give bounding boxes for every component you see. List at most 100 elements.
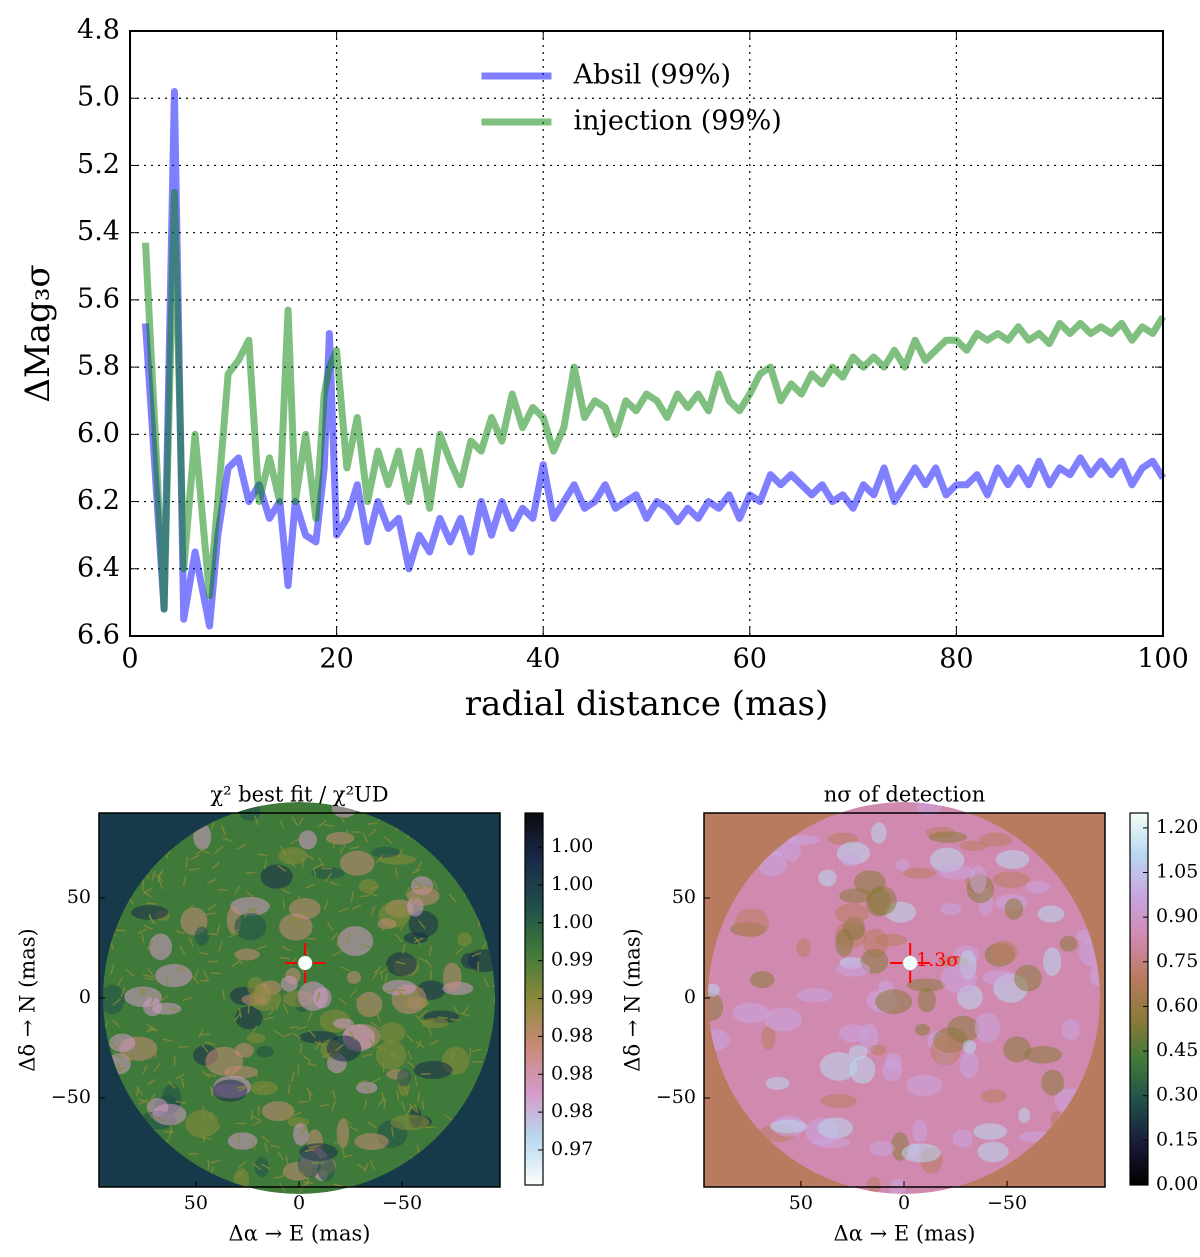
map-blob bbox=[280, 975, 298, 992]
map-blob bbox=[421, 1017, 449, 1029]
map-blob bbox=[337, 926, 374, 957]
map-vector bbox=[368, 892, 378, 898]
map-vector bbox=[117, 1062, 122, 1073]
map-blob bbox=[131, 905, 169, 920]
map-vector bbox=[273, 1029, 283, 1037]
map-vector bbox=[120, 987, 126, 998]
map-vector bbox=[301, 911, 312, 915]
map-vector bbox=[304, 1148, 315, 1153]
y-tick-label: 5.4 bbox=[77, 216, 120, 247]
map-blob bbox=[916, 802, 942, 816]
x-tick-label: 50 bbox=[184, 1192, 208, 1214]
map-vector bbox=[206, 878, 217, 884]
map-vector bbox=[230, 928, 240, 936]
map-vector bbox=[406, 1034, 414, 1043]
map-vector bbox=[417, 1091, 421, 1102]
map-blob bbox=[1014, 964, 1042, 992]
map-blob bbox=[233, 1168, 250, 1192]
map-blob bbox=[256, 1045, 274, 1058]
map-blob bbox=[895, 859, 910, 872]
map-vector bbox=[202, 970, 209, 980]
map-vector bbox=[333, 1183, 344, 1187]
y-tick-label: 5.0 bbox=[77, 82, 120, 113]
map-vector bbox=[377, 1097, 386, 1107]
x-tick-label: 0 bbox=[898, 1192, 910, 1214]
map-vector bbox=[112, 998, 122, 1006]
map-title: χ² best fit / χ²UD bbox=[210, 783, 388, 807]
map-vector bbox=[261, 1163, 271, 1170]
map-blob bbox=[288, 898, 321, 920]
x-tick-label: −50 bbox=[987, 1192, 1027, 1214]
map-vector bbox=[236, 1085, 247, 1089]
map-vector bbox=[395, 960, 406, 965]
map-vector bbox=[341, 1145, 345, 1156]
map-vector bbox=[349, 1125, 359, 1132]
colorbar-tick-label: 0.60 bbox=[1156, 994, 1198, 1016]
map-vector bbox=[366, 1011, 377, 1015]
map-blob bbox=[1059, 935, 1078, 952]
colorbar-tick-label: 0.97 bbox=[551, 1138, 593, 1160]
map-title: nσ of detection bbox=[824, 783, 985, 807]
map-blob bbox=[871, 822, 887, 844]
map-vector bbox=[408, 1103, 417, 1112]
map-vector bbox=[143, 887, 153, 895]
map-vector bbox=[281, 1167, 288, 1177]
map-vector bbox=[188, 936, 194, 947]
map-vector bbox=[153, 1062, 161, 1072]
map-blob bbox=[194, 926, 210, 946]
map-vector bbox=[264, 1142, 269, 1153]
map-vector bbox=[141, 933, 145, 944]
map-vector bbox=[256, 945, 267, 950]
x-axis-label: Δα → E (mas) bbox=[834, 1222, 976, 1246]
legend-label: Absil (99%) bbox=[573, 60, 732, 91]
map-blob bbox=[382, 979, 417, 996]
map-vector bbox=[362, 1053, 373, 1058]
map-vector bbox=[342, 1154, 353, 1159]
map-vector bbox=[297, 1025, 308, 1030]
map-vector bbox=[113, 1051, 122, 1060]
map-vector bbox=[376, 1046, 387, 1052]
map-vector bbox=[237, 1086, 248, 1092]
map-vector bbox=[189, 867, 200, 871]
y-tick-label: −50 bbox=[656, 1086, 696, 1108]
map-vector bbox=[307, 1011, 313, 1022]
map-frame bbox=[98, 812, 501, 1188]
map-blob bbox=[889, 1178, 906, 1194]
map-blob bbox=[442, 962, 462, 992]
map-vector bbox=[389, 1068, 399, 1077]
map-vector bbox=[185, 857, 189, 868]
y-tick-label: 0 bbox=[684, 986, 696, 1008]
map-blob bbox=[235, 1006, 263, 1030]
map-blob bbox=[796, 938, 811, 958]
map-vector bbox=[198, 951, 209, 955]
map-vector bbox=[154, 1117, 165, 1122]
map-vector bbox=[137, 928, 148, 935]
map-vector bbox=[317, 820, 327, 828]
y-tick-label: 5.8 bbox=[77, 351, 120, 382]
map-vector bbox=[418, 920, 426, 930]
map-vector bbox=[383, 835, 393, 844]
map-vector bbox=[202, 1070, 211, 1079]
map-blob bbox=[152, 1103, 187, 1126]
map-blob bbox=[185, 1109, 219, 1138]
x-axis-label: Δα → E (mas) bbox=[229, 1222, 371, 1246]
map-vector bbox=[195, 848, 205, 855]
map-blob bbox=[902, 867, 936, 879]
map-vector bbox=[141, 879, 145, 890]
map-vector bbox=[281, 1032, 292, 1038]
map-vector bbox=[146, 902, 157, 905]
map-blob bbox=[992, 871, 1030, 889]
map-vector bbox=[261, 1135, 271, 1144]
map-blob bbox=[834, 903, 870, 924]
map-vector bbox=[336, 936, 339, 947]
map-vector bbox=[302, 1054, 312, 1063]
map-vector bbox=[323, 824, 335, 828]
map-blob bbox=[869, 1140, 895, 1157]
map-vector bbox=[413, 937, 424, 943]
colorbar-tick-label: 0.90 bbox=[1156, 905, 1198, 927]
map-vector bbox=[201, 1044, 209, 1053]
map-vector bbox=[395, 933, 403, 943]
colorbar-tick-label: 1.05 bbox=[1156, 861, 1198, 883]
map-blob bbox=[749, 971, 775, 989]
